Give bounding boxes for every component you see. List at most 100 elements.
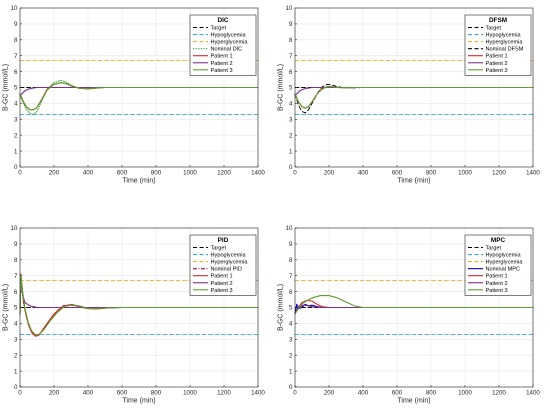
- y-tick-label: 3: [289, 337, 293, 344]
- chart-panel-mpc: 0 200 400 600 800 1000 1200 1400 0 1 2 3 4 5 6 7 8 9 10 Tim…: [278, 225, 541, 404]
- y-tick-label: 3: [14, 337, 18, 344]
- y-axis-label: B-GC (mmol/L): [278, 64, 285, 111]
- series-line-patient-3: [19, 82, 259, 111]
- x-tick-label: 200: [324, 390, 335, 397]
- y-tick-label: 9: [14, 241, 18, 248]
- legend-label-hyperglycemia: Hyperglycemia: [486, 40, 524, 46]
- y-tick-label: 4: [14, 101, 18, 108]
- x-tick-label: 600: [392, 170, 403, 177]
- legend-label-target: Target: [211, 246, 227, 252]
- y-tick-label: 0: [14, 384, 18, 391]
- legend-label-patient-3: Patient 3: [486, 288, 508, 294]
- x-tick-label: 0: [293, 390, 297, 397]
- y-tick-label: 10: [286, 225, 293, 232]
- y-tick-label: 7: [289, 53, 293, 60]
- y-tick-label: 10: [11, 225, 18, 232]
- x-tick-label: 600: [392, 390, 403, 397]
- y-tick-label: 8: [14, 37, 18, 44]
- x-tick-label: 400: [358, 390, 369, 397]
- y-axis-label: B-GC (mmol/L): [3, 64, 10, 111]
- y-tick-label: 4: [14, 321, 18, 328]
- legend: PID TargetHypoglycemiaHyperglycemiaNomina…: [189, 234, 257, 296]
- x-tick-label: 200: [49, 390, 60, 397]
- y-tick-label: 0: [289, 384, 293, 391]
- y-tick-label: 1: [14, 148, 18, 155]
- series-line-patient-3: [294, 86, 534, 109]
- legend-label-patient-2: Patient 2: [486, 61, 508, 67]
- x-tick-label: 1400: [526, 390, 540, 397]
- y-axis-label: B-GC (mmol/L): [3, 284, 10, 331]
- x-tick-label: 400: [83, 390, 94, 397]
- y-tick-label: 10: [286, 5, 293, 12]
- chart-panel-dfsm: 0 200 400 600 800 1000 1200 1400 0 1 2 3 4 5 6 7 8 9 10 Tim…: [278, 5, 541, 184]
- legend-label-hypoglycemia: Hypoglycemia: [486, 253, 522, 259]
- y-tick-label: 2: [14, 132, 18, 139]
- legend-label-target: Target: [486, 26, 502, 32]
- legend: DIC TargetHypoglycemiaHyperglycemiaNomina…: [189, 14, 257, 76]
- legend-label-patient-2: Patient 2: [211, 281, 233, 287]
- legend-label-patient-1: Patient 1: [486, 54, 508, 60]
- y-tick-label: 7: [14, 53, 18, 60]
- legend-label-nominal-dfsm: Nominal DFSM: [486, 47, 524, 53]
- legend-label-target: Target: [486, 246, 502, 252]
- y-tick-label: 1: [289, 148, 293, 155]
- y-tick-label: 8: [14, 257, 18, 264]
- legend-label-hyperglycemia: Hyperglycemia: [486, 260, 524, 266]
- x-axis-label: Time (min): [122, 178, 155, 185]
- x-tick-label: 800: [426, 170, 437, 177]
- legend: MPC TargetHypoglycemiaHyperglycemiaNomina…: [464, 234, 532, 296]
- legend-label-patient-1: Patient 1: [211, 54, 233, 60]
- x-tick-label: 0: [18, 390, 22, 397]
- x-tick-label: 600: [117, 170, 128, 177]
- chart-panel-dic: 0 200 400 600 800 1000 1200 1400 0 1 2 3 4 5 6 7 8 9 10 Tim…: [3, 5, 266, 184]
- series-line-patient-3: [19, 275, 259, 336]
- y-tick-label: 3: [14, 117, 18, 124]
- x-tick-label: 800: [151, 390, 162, 397]
- legend-label-patient-1: Patient 1: [211, 274, 233, 280]
- y-tick-label: 5: [289, 305, 293, 312]
- x-tick-label: 200: [49, 170, 60, 177]
- y-tick-label: 10: [11, 5, 18, 12]
- x-tick-label: 1400: [526, 170, 540, 177]
- legend-label-hypoglycemia: Hypoglycemia: [211, 253, 247, 259]
- y-tick-label: 3: [289, 117, 293, 124]
- legend-title: DFSM: [489, 17, 507, 24]
- legend-label-target: Target: [211, 26, 227, 32]
- legend-label-nominal-pid: Nominal PID: [211, 267, 242, 273]
- legend-box: [464, 14, 532, 76]
- x-tick-label: 1000: [183, 390, 197, 397]
- y-tick-label: 1: [14, 368, 18, 375]
- legend-label-patient-2: Patient 2: [486, 281, 508, 287]
- legend-label-hyperglycemia: Hyperglycemia: [211, 260, 249, 266]
- x-tick-label: 400: [83, 170, 94, 177]
- y-tick-label: 8: [289, 37, 293, 44]
- y-tick-label: 9: [289, 21, 293, 28]
- series-line-patient-3: [294, 295, 534, 315]
- x-tick-label: 1000: [458, 390, 472, 397]
- x-tick-label: 400: [358, 170, 369, 177]
- y-tick-label: 7: [14, 273, 18, 280]
- x-tick-label: 800: [426, 390, 437, 397]
- series-line-patient-2: [19, 86, 259, 96]
- x-tick-label: 600: [117, 390, 128, 397]
- y-tick-label: 4: [289, 321, 293, 328]
- x-tick-label: 1200: [217, 170, 231, 177]
- x-tick-label: 1000: [183, 170, 197, 177]
- legend-label-patient-1: Patient 1: [486, 274, 508, 280]
- x-tick-label: 0: [293, 170, 297, 177]
- y-tick-label: 5: [14, 305, 18, 312]
- y-tick-label: 5: [14, 85, 18, 92]
- y-tick-label: 2: [289, 132, 293, 139]
- y-tick-label: 9: [289, 241, 293, 248]
- x-tick-label: 1200: [492, 170, 506, 177]
- legend-label-patient-2: Patient 2: [211, 61, 233, 67]
- legend-title: DIC: [217, 17, 228, 24]
- x-tick-label: 1000: [458, 170, 472, 177]
- y-tick-label: 6: [14, 69, 18, 76]
- x-tick-label: 1200: [492, 390, 506, 397]
- legend-box: [189, 14, 257, 76]
- series-line-nominal-dic: [19, 79, 259, 115]
- x-tick-label: 1400: [251, 390, 265, 397]
- legend-title: PID: [218, 237, 229, 244]
